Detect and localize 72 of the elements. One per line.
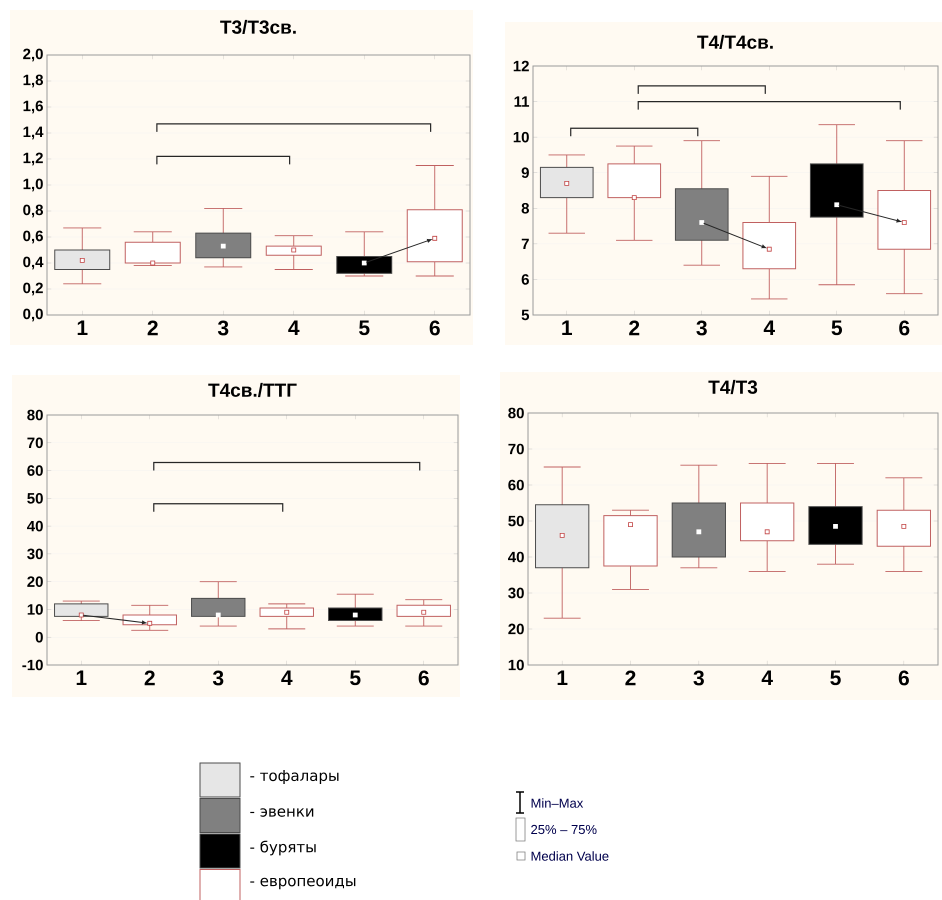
x-tick-label: 1 (76, 670, 86, 685)
text: 25% – 75% (531, 824, 597, 834)
x-tick-label: 3 (212, 670, 224, 686)
y-tick-label: 40 (27, 520, 43, 532)
y-tick-label: 80 (508, 408, 524, 418)
x-tick-label: 2 (629, 320, 640, 336)
chart-title: T4/T4св. (697, 34, 773, 50)
text: Min–Max (532, 798, 584, 808)
y-tick-label: 1,0 (24, 178, 43, 192)
y-tick-label: 70 (27, 437, 43, 448)
y-tick-label: 20 (508, 624, 524, 634)
x-tick-label: 1 (558, 670, 568, 685)
y-tick-label: -10 (22, 660, 43, 670)
x-tick-label: 5 (350, 670, 360, 686)
y-tick-label: 1,8 (24, 74, 43, 88)
y-tick-label: 1,4 (24, 126, 44, 140)
legend-label: - буряты (250, 840, 316, 856)
x-tick-label: 3 (218, 320, 228, 336)
x-tick-label: 4 (281, 670, 292, 685)
y-tick-label: 0,6 (23, 230, 43, 244)
x-tick-label: 6 (899, 320, 910, 336)
chart-title: T4св./ТТГ (208, 382, 297, 398)
y-tick-label: 6 (522, 274, 529, 285)
x-tick-label: 4 (762, 670, 773, 685)
x-tick-label: 6 (430, 320, 440, 336)
x-tick-label: 3 (696, 320, 707, 336)
y-tick-label: 9 (522, 167, 529, 178)
x-tick-label: 5 (832, 320, 842, 336)
x-tick-label: 2 (144, 670, 155, 686)
x-tick-label: 3 (693, 670, 704, 686)
y-tick-label: 0,4 (23, 256, 44, 270)
y-tick-label: 11 (514, 96, 530, 107)
y-tick-label: 10 (514, 132, 529, 142)
y-tick-label: 5 (522, 310, 530, 320)
y-tick-label: 20 (27, 576, 43, 587)
x-tick-label: 5 (830, 670, 841, 686)
y-tick-label: 10 (28, 604, 43, 615)
x-tick-label: 4 (764, 320, 775, 335)
y-tick-label: 1,2 (24, 152, 43, 166)
x-tick-label: 6 (898, 670, 909, 686)
x-tick-label: 2 (625, 670, 636, 686)
y-tick-label: 60 (508, 480, 524, 490)
y-tick-label: 7 (522, 238, 529, 250)
y-tick-label: 12 (514, 60, 529, 72)
y-tick-label: 40 (508, 552, 524, 562)
y-tick-label: 50 (508, 516, 524, 526)
y-tick-label: 0,8 (23, 204, 43, 218)
x-tick-label: 6 (418, 670, 429, 686)
y-tick-label: 70 (508, 444, 524, 454)
y-tick-label: 50 (27, 493, 43, 504)
y-tick-label: 30 (27, 548, 43, 560)
y-tick-label: 10 (508, 660, 524, 670)
x-tick-label: 5 (359, 320, 370, 336)
text: Median Value (532, 851, 608, 861)
x-tick-label: 2 (148, 320, 158, 336)
legend-label: - европеоиды (250, 878, 356, 890)
y-tick-label: 8 (522, 202, 530, 214)
y-tick-label: 1,6 (24, 100, 43, 114)
y-tick-label: 0,2 (23, 282, 43, 296)
y-tick-label: 80 (27, 410, 43, 420)
y-tick-label: 60 (27, 465, 43, 476)
y-tick-label: 0,0 (23, 308, 43, 322)
y-tick-label: 30 (508, 588, 524, 598)
x-tick-label: 1 (78, 320, 88, 335)
chart-title: T4/T3 (708, 380, 758, 394)
legend-label: - эвенки (250, 808, 314, 817)
x-tick-label: 4 (288, 320, 300, 335)
legend-label: - тофалары (250, 770, 338, 784)
y-tick-label: 2,0 (23, 48, 43, 62)
chart-title: T3/T3св. (220, 20, 296, 34)
x-tick-label: 1 (562, 320, 572, 335)
y-tick-label: 0 (36, 632, 43, 643)
